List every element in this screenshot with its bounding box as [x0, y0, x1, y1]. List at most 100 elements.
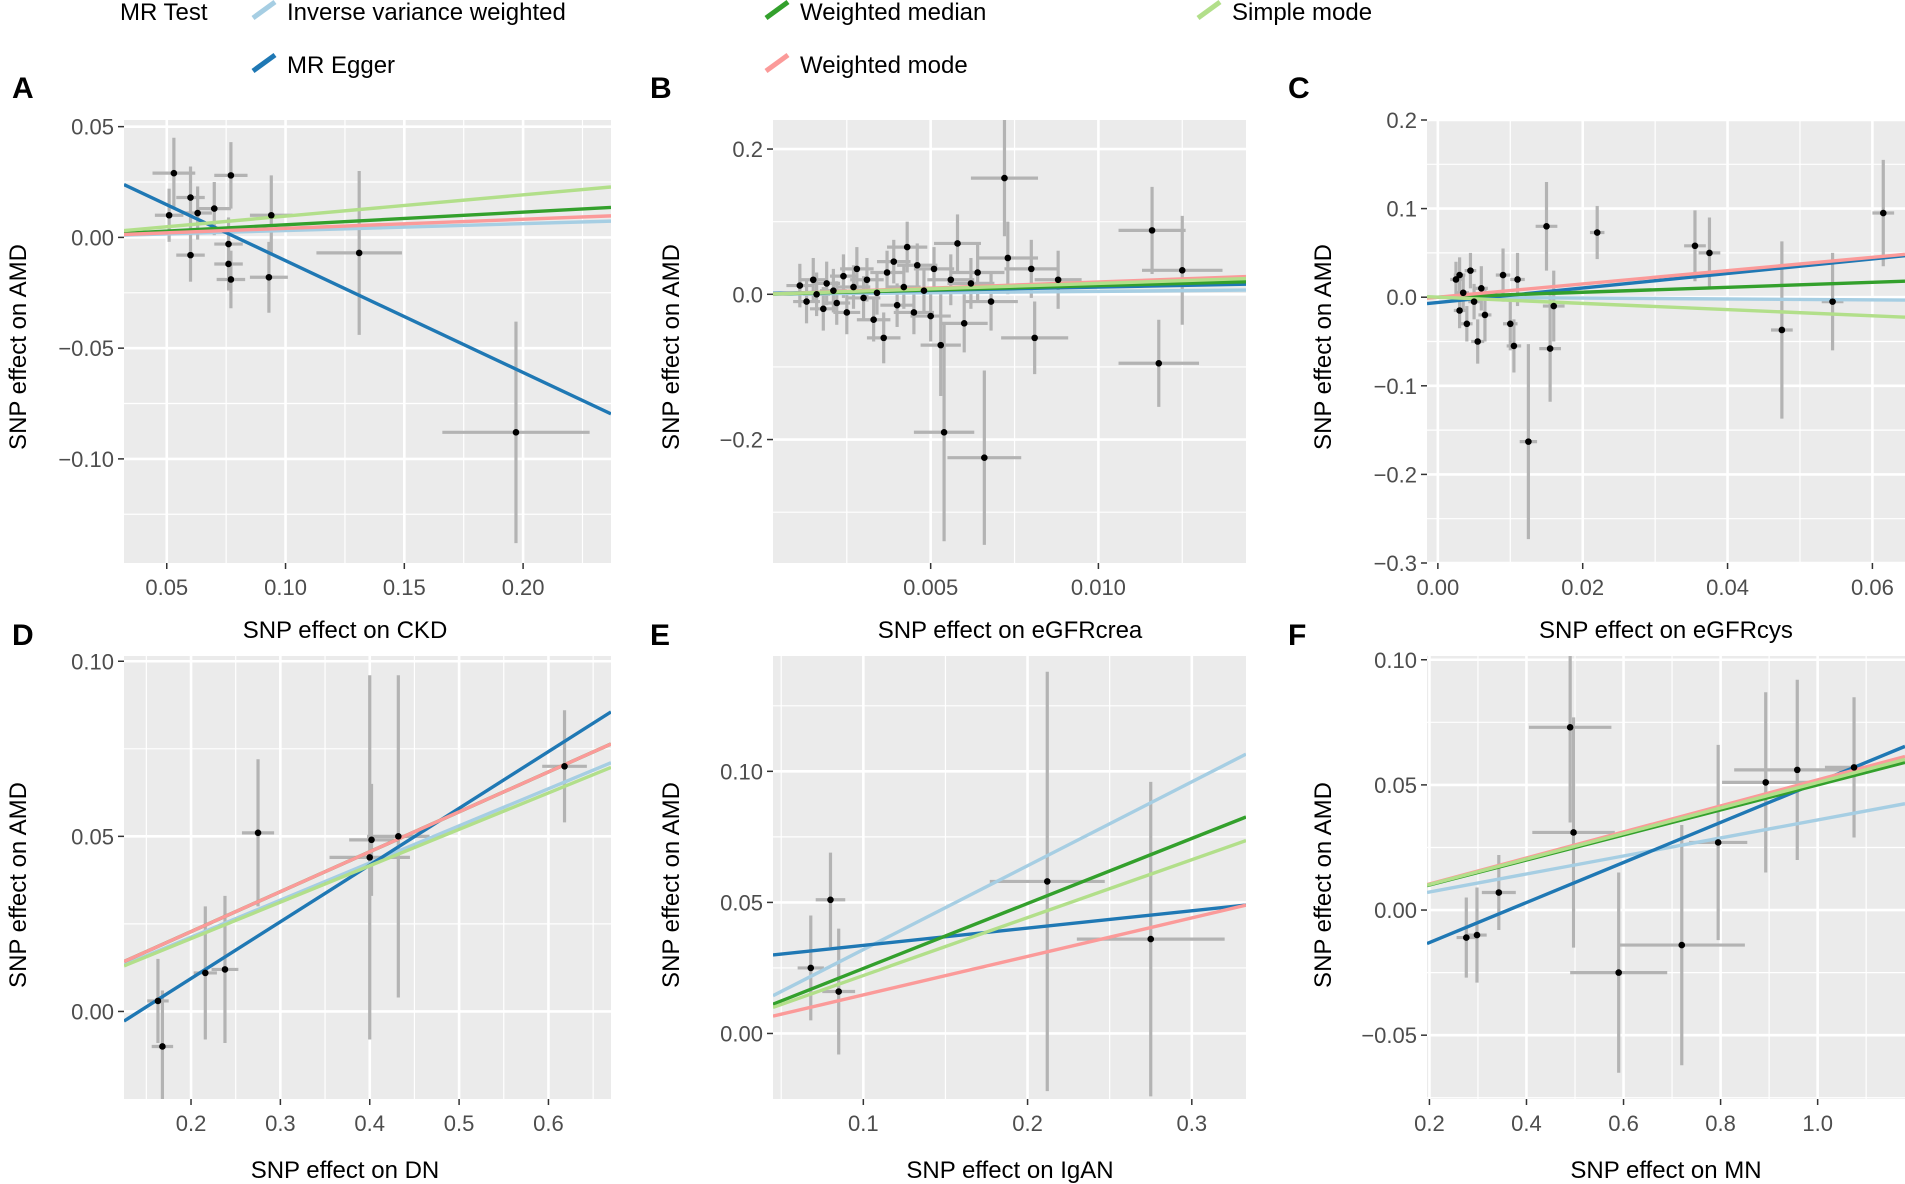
data-point	[860, 294, 867, 302]
plot-area-B	[773, 120, 1246, 563]
data-point	[880, 334, 888, 342]
y-axis-title-E: SNP effect on AMD	[658, 782, 685, 988]
data-point	[1678, 941, 1686, 949]
data-point	[187, 194, 194, 201]
y-tick-label: −0.10	[58, 447, 114, 472]
y-tick-label: 0.10	[720, 759, 763, 784]
panel-B: 0.005 0.010 −0.2 0.0 0.2 SNP effect on eGFRcr…	[650, 72, 1246, 644]
y-tick-label: 0.0	[1386, 285, 1417, 310]
data-layer-C	[1427, 159, 1905, 540]
data-point	[1495, 889, 1503, 896]
y-axis-title-C: SNP effect on AMD	[1310, 244, 1337, 450]
data-point	[1514, 276, 1521, 283]
data-point	[227, 172, 235, 179]
legend-label-ivw: Inverse variance weighted	[287, 0, 566, 26]
y-tick-label: 0.10	[1374, 648, 1417, 673]
legend: MR Test Inverse variance weighted MR Egge…	[120, 0, 1372, 79]
panel-letter-D: D	[12, 619, 34, 652]
y-tick-label: 0.05	[71, 115, 114, 140]
data-point	[803, 298, 810, 305]
data-point	[1593, 229, 1601, 236]
data-point	[1467, 267, 1474, 274]
x-tick-label: 0.1	[848, 1111, 879, 1136]
x-tick-label: 0.8	[1705, 1111, 1736, 1136]
data-point	[194, 209, 201, 217]
data-point	[225, 240, 232, 248]
data-point	[1004, 254, 1012, 262]
legend-title: MR Test	[120, 0, 208, 26]
regression-line-smode	[124, 185, 611, 233]
legend-label-egger: MR Egger	[287, 52, 395, 79]
regression-line-wmode	[124, 742, 611, 964]
data-point	[974, 269, 981, 276]
panel-letter-C: C	[1288, 72, 1310, 105]
legend-key-egger	[251, 52, 277, 74]
plot-area-E	[773, 656, 1246, 1099]
data-point	[827, 896, 834, 904]
data-point	[254, 829, 262, 837]
y-tick-label: 0.10	[71, 649, 114, 674]
data-point	[870, 316, 877, 324]
data-point	[265, 273, 273, 281]
y-axis-title-B: SNP effect on AMD	[658, 244, 685, 450]
legend-label-smode: Simple mode	[1232, 0, 1372, 26]
data-point	[1456, 271, 1463, 279]
y-tick-label: 0.00	[1374, 898, 1417, 923]
x-tick-label: 0.02	[1561, 575, 1604, 600]
x-tick-label: 0.00	[1416, 575, 1459, 600]
data-point	[840, 272, 847, 280]
data-point	[1570, 829, 1577, 836]
y-tick-label: −0.2	[720, 428, 763, 453]
x-tick-label: 0.5	[444, 1111, 475, 1136]
data-point	[1543, 223, 1550, 230]
panel-letter-B: B	[650, 72, 672, 105]
y-tick-label: 0.00	[71, 225, 114, 250]
regression-line-ivw	[773, 752, 1246, 998]
data-point	[1615, 969, 1622, 976]
data-point	[900, 283, 908, 291]
data-point	[1148, 227, 1156, 234]
panel-E: 0.1 0.2 0.3 0.00 0.05 0.10 SNP effect on IgAN S…	[650, 619, 1246, 1184]
data-point	[807, 964, 815, 972]
panels: 0.05 0.10 0.15 0.20 −0.10 −0.05 0.00 0.05 SNP ef…	[5, 72, 1905, 1184]
panel-letter-A: A	[12, 72, 34, 105]
gridlines-A	[124, 120, 611, 563]
regression-line-wmed	[1427, 279, 1905, 300]
data-point	[913, 261, 921, 269]
data-point	[796, 282, 804, 289]
gridlines-E	[773, 656, 1246, 1099]
data-point	[512, 429, 520, 436]
x-tick-label: 0.2	[176, 1111, 207, 1136]
regression-line-smode	[1427, 757, 1905, 887]
data-point	[1470, 298, 1478, 305]
data-point	[1850, 764, 1858, 771]
data-point	[1550, 302, 1558, 310]
x-axis-title-E: SNP effect on IgAN	[906, 1157, 1113, 1184]
data-point	[981, 454, 988, 461]
y-tick-label: 0.00	[71, 999, 114, 1024]
data-point	[920, 287, 928, 294]
x-tick-label: 0.05	[145, 575, 188, 600]
x-tick-label: 0.4	[1511, 1111, 1542, 1136]
data-point	[853, 265, 861, 273]
data-point	[1566, 724, 1574, 731]
y-axis-title-F: SNP effect on AMD	[1310, 782, 1337, 988]
data-point	[987, 298, 995, 305]
data-point	[1001, 174, 1008, 182]
x-tick-label: 0.3	[265, 1111, 296, 1136]
data-point	[1456, 307, 1463, 314]
data-point	[561, 763, 568, 770]
panel-C: 0.00 0.02 0.04 0.06 −0.3 −0.2 −0.1 0.0 0.1 0.2 SNP…	[1288, 72, 1905, 644]
data-point	[1452, 276, 1460, 283]
x-tick-label: 0.005	[903, 575, 958, 600]
y-tick-label: 0.2	[1386, 108, 1417, 133]
data-point	[366, 854, 374, 861]
legend-key-ivw	[251, 0, 277, 21]
data-point	[227, 276, 235, 283]
x-axis-title-A: SNP effect on CKD	[243, 617, 448, 644]
panel-F: 0.2 0.4 0.6 0.8 1.0 −0.05 0.00 0.05 0.10 SNP effe…	[1288, 619, 1905, 1184]
x-tick-label: 0.20	[502, 575, 545, 600]
axes-A: 0.05 0.10 0.15 0.20 −0.10 −0.05 0.00 0.05	[58, 115, 544, 600]
data-point	[1778, 326, 1786, 334]
